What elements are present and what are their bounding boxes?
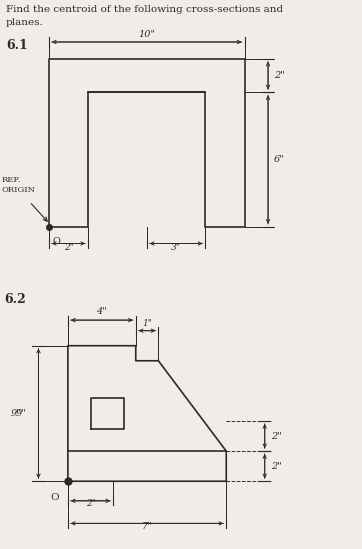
Text: 4": 4" [96, 307, 107, 316]
Text: O: O [50, 494, 59, 502]
Text: 2": 2" [64, 243, 73, 252]
Text: 10": 10" [138, 30, 155, 38]
Text: 6.1: 6.1 [6, 38, 28, 52]
Text: 2": 2" [272, 462, 282, 470]
Text: 2": 2" [274, 71, 285, 80]
Text: O: O [53, 237, 61, 246]
Text: 7": 7" [142, 522, 152, 531]
Text: 9": 9" [16, 409, 26, 418]
Text: planes.: planes. [6, 19, 43, 27]
Text: Find the centroid of the following cross-sections and: Find the centroid of the following cross… [6, 5, 283, 14]
Text: 6": 6" [274, 155, 285, 164]
Text: 3": 3" [171, 243, 181, 252]
Text: 2": 2" [272, 432, 282, 440]
Text: 9": 9" [10, 409, 21, 418]
Text: REF.
ORIGIN: REF. ORIGIN [2, 176, 36, 194]
Text: 1": 1" [142, 318, 152, 328]
Text: 6.2: 6.2 [5, 293, 26, 306]
Text: 2": 2" [85, 500, 96, 508]
